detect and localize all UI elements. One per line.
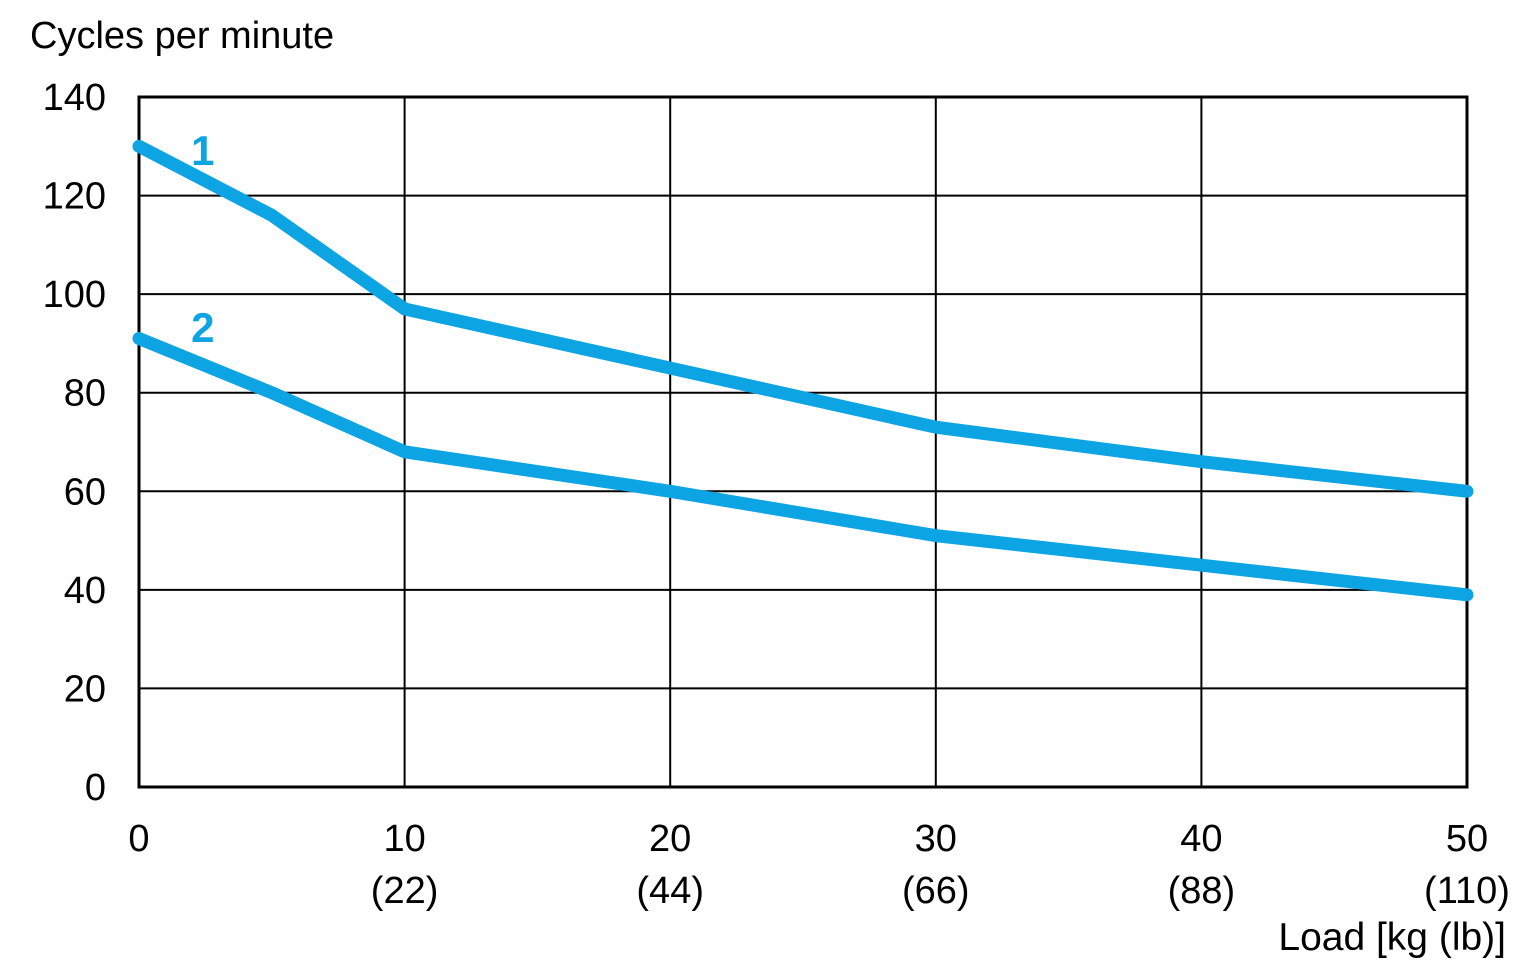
x-axis-label: Load [kg (lb)] <box>1278 916 1506 959</box>
x-tick-label-lb: (44) <box>636 870 704 912</box>
y-tick-label: 100 <box>43 274 106 316</box>
x-tick-label-kg: 40 <box>1180 818 1222 860</box>
y-tick-label: 20 <box>64 668 106 710</box>
x-tick-label-kg: 10 <box>383 818 425 860</box>
y-tick-label: 40 <box>64 570 106 612</box>
x-tick-label-kg: 20 <box>649 818 691 860</box>
chart-title: Cycles per minute <box>30 15 334 57</box>
grid-layer <box>137 95 1469 789</box>
x-tick-label-kg: 50 <box>1446 818 1488 860</box>
series-label-1: 1 <box>191 127 214 174</box>
x-tick-label-lb: (22) <box>371 870 439 912</box>
series-label-2: 2 <box>191 304 214 351</box>
x-tick-label-lb: (110) <box>1424 870 1510 912</box>
series-line-2 <box>132 332 1474 602</box>
y-tick-label: 80 <box>64 373 106 415</box>
x-tick-label-kg: 0 <box>128 818 149 860</box>
series-line-1 <box>132 139 1474 498</box>
x-tick-label-lb: (66) <box>902 870 970 912</box>
y-tick-label: 0 <box>85 767 106 809</box>
series-layer: 12 <box>132 127 1474 602</box>
x-tick-label-lb: (88) <box>1168 870 1236 912</box>
x-tick-label-kg: 30 <box>915 818 957 860</box>
y-tick-label: 60 <box>64 471 106 513</box>
y-tick-label: 140 <box>43 77 106 119</box>
y-tick-label: 120 <box>43 176 106 218</box>
plot-border <box>137 95 1469 789</box>
tick-label-layer: 0 20 40 60 80 100 120 140 0 10 (22) 20 (44) 30 (66) 40 (… <box>43 77 1510 912</box>
